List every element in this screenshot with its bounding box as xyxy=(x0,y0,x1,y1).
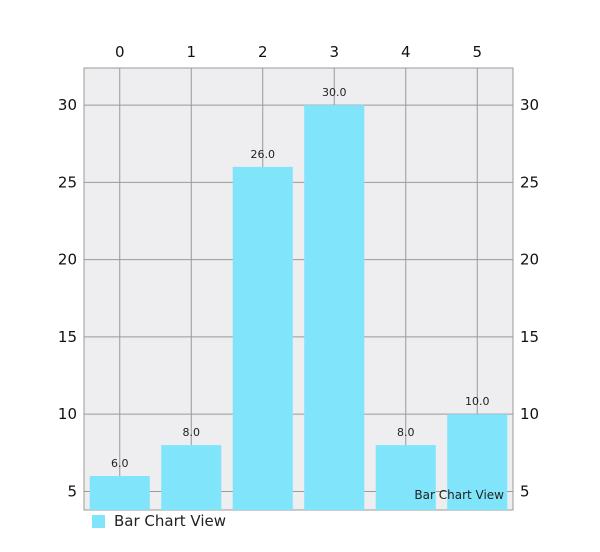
chart-description: Bar Chart View xyxy=(414,488,504,502)
y-tick-label-left: 5 xyxy=(67,482,77,500)
x-tick-label: 1 xyxy=(186,43,196,61)
y-tick-label-right: 20 xyxy=(520,251,539,269)
y-tick-label-left: 30 xyxy=(58,96,77,114)
x-tick-labels: 0 1 2 3 4 5 xyxy=(115,43,482,61)
data-labels: 6.0 8.0 26.0 30.0 8.0 10.0 xyxy=(111,86,490,470)
bar-2 xyxy=(232,166,293,510)
x-tick-label: 0 xyxy=(115,43,125,61)
y-tick-label-right: 15 xyxy=(520,328,539,346)
data-label-3: 30.0 xyxy=(322,86,347,99)
y-tick-label-left: 25 xyxy=(58,173,77,191)
bar-3 xyxy=(304,105,365,510)
bar-5 xyxy=(447,414,508,510)
data-label-0: 6.0 xyxy=(111,457,129,470)
x-tick-label: 4 xyxy=(401,43,411,61)
bars xyxy=(89,105,508,510)
x-tick-label: 3 xyxy=(329,43,339,61)
y-tick-label-left: 10 xyxy=(58,405,77,423)
y-tick-label-right: 5 xyxy=(520,482,530,500)
data-label-4: 8.0 xyxy=(397,426,415,439)
y-tick-labels-right: 5 10 15 20 25 30 xyxy=(520,96,539,500)
y-tick-label-right: 25 xyxy=(520,173,539,191)
data-label-1: 8.0 xyxy=(183,426,201,439)
y-tick-label-right: 10 xyxy=(520,405,539,423)
x-tick-label: 5 xyxy=(472,43,482,61)
data-label-5: 10.0 xyxy=(465,395,490,408)
plot-background xyxy=(84,68,513,510)
legend-label: Bar Chart View xyxy=(114,512,227,530)
legend: Bar Chart View xyxy=(92,511,226,531)
y-tick-label-left: 20 xyxy=(58,251,77,269)
data-label-2: 26.0 xyxy=(251,148,276,161)
y-tick-label-left: 15 xyxy=(58,328,77,346)
y-tick-labels-left: 5 10 15 20 25 30 xyxy=(58,96,77,500)
bar-4 xyxy=(375,445,436,510)
y-tick-label-right: 30 xyxy=(520,96,539,114)
plot-border xyxy=(83,67,514,511)
x-tick-label: 2 xyxy=(258,43,268,61)
legend-swatch xyxy=(92,514,105,528)
bar-1 xyxy=(161,445,222,510)
bar-0 xyxy=(89,476,150,510)
